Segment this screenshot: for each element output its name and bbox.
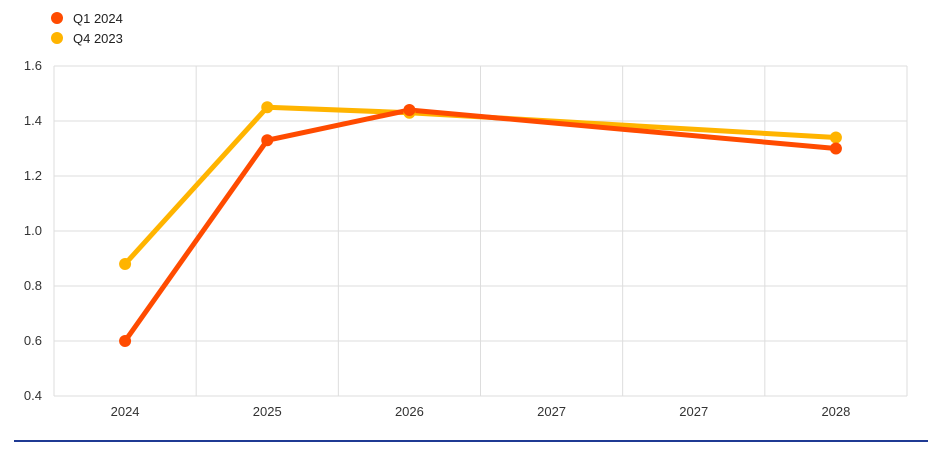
legend-label-q1-2024: Q1 2024: [73, 10, 123, 26]
y-tick-label: 1.4: [24, 113, 42, 128]
y-tick-label: 0.6: [24, 333, 42, 348]
x-tick-label: 2024: [111, 404, 140, 419]
data-point: [829, 142, 842, 155]
y-tick-label: 1.2: [24, 168, 42, 183]
legend-item-q4-2023: Q4 2023: [51, 28, 123, 48]
data-point: [119, 258, 132, 270]
series-line: [122, 107, 839, 344]
series-line: [122, 104, 839, 267]
y-tick-label: 0.8: [24, 278, 42, 293]
x-tick-label: 2028: [821, 404, 850, 419]
y-tick-label: 1.6: [24, 58, 42, 73]
data-point: [119, 335, 132, 347]
x-tick-label: 2026: [395, 404, 424, 419]
y-tick-label: 0.4: [24, 388, 42, 403]
legend-marker-q1-2024: [51, 12, 63, 24]
data-point: [829, 131, 842, 144]
legend-item-q1-2024: Q1 2024: [51, 8, 123, 28]
bottom-divider: [14, 440, 928, 442]
x-tick-label: 2027: [679, 404, 708, 419]
y-tick-label: 1.0: [24, 223, 42, 238]
data-point: [261, 134, 274, 147]
x-tick-label: 2025: [253, 404, 282, 419]
x-tick-label: 2027: [537, 404, 566, 419]
legend-marker-q4-2023: [51, 32, 63, 44]
data-point: [261, 101, 274, 114]
legend-label-q4-2023: Q4 2023: [73, 30, 123, 46]
data-point: [403, 104, 416, 116]
legend: Q1 2024 Q4 2023: [51, 8, 123, 48]
